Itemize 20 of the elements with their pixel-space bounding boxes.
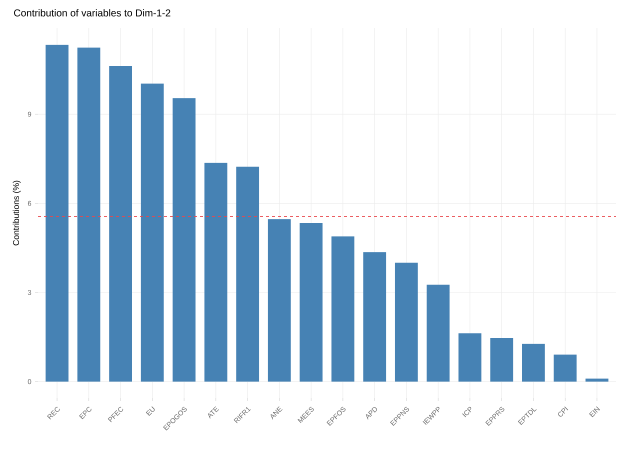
chart-title: Contribution of variables to Dim-1-2 [14, 9, 170, 16]
bar [554, 354, 577, 382]
bar [458, 333, 482, 382]
bar [46, 44, 68, 382]
bar [77, 48, 100, 382]
bar [300, 222, 323, 382]
bar [140, 84, 164, 382]
bar [586, 378, 608, 382]
y-axis-title: Contributions (%) [12, 180, 21, 246]
bar [522, 344, 545, 382]
bar [204, 162, 228, 382]
bar [394, 262, 418, 382]
bar [236, 166, 260, 382]
bar [363, 252, 386, 382]
bar [172, 98, 196, 382]
bar [426, 284, 450, 382]
bar [109, 66, 132, 382]
bar [331, 236, 354, 382]
bar [490, 338, 514, 382]
bar [268, 219, 291, 382]
